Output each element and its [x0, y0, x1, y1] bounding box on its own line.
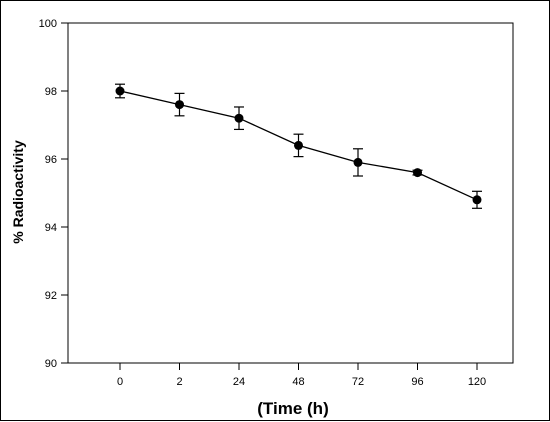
x-axis-label: (Time (h)	[257, 399, 328, 418]
data-point	[413, 168, 422, 178]
y-tick-label: 92	[45, 290, 57, 302]
plot-area-border	[67, 22, 514, 364]
y-tick-label: 90	[45, 358, 57, 370]
data-point	[115, 86, 125, 96]
data-point	[175, 100, 184, 110]
data-point	[234, 113, 244, 123]
x-tick-label: 2	[176, 376, 182, 388]
y-tick-label: 98	[45, 86, 57, 98]
x-tick-label: 120	[468, 376, 486, 388]
y-axis-label: % Radioactivity	[10, 140, 26, 244]
x-tick-label: 24	[233, 376, 245, 388]
x-tick-label: 96	[411, 376, 423, 388]
y-axis-ticks: 90 92 94 96 98 100	[39, 18, 68, 370]
y-tick-label: 96	[45, 154, 57, 166]
data-point	[294, 140, 303, 150]
data-series	[115, 83, 482, 209]
x-tick-label: 0	[117, 376, 123, 388]
data-point	[353, 157, 363, 167]
y-tick-label: 100	[39, 18, 57, 30]
data-point	[472, 195, 482, 205]
axes	[67, 22, 514, 364]
x-tick-label: 72	[352, 376, 364, 388]
x-tick-label: 48	[292, 376, 304, 388]
x-axis-ticks: 0 2 24 48 72 96 120	[117, 363, 486, 388]
y-tick-label: 94	[45, 222, 57, 234]
